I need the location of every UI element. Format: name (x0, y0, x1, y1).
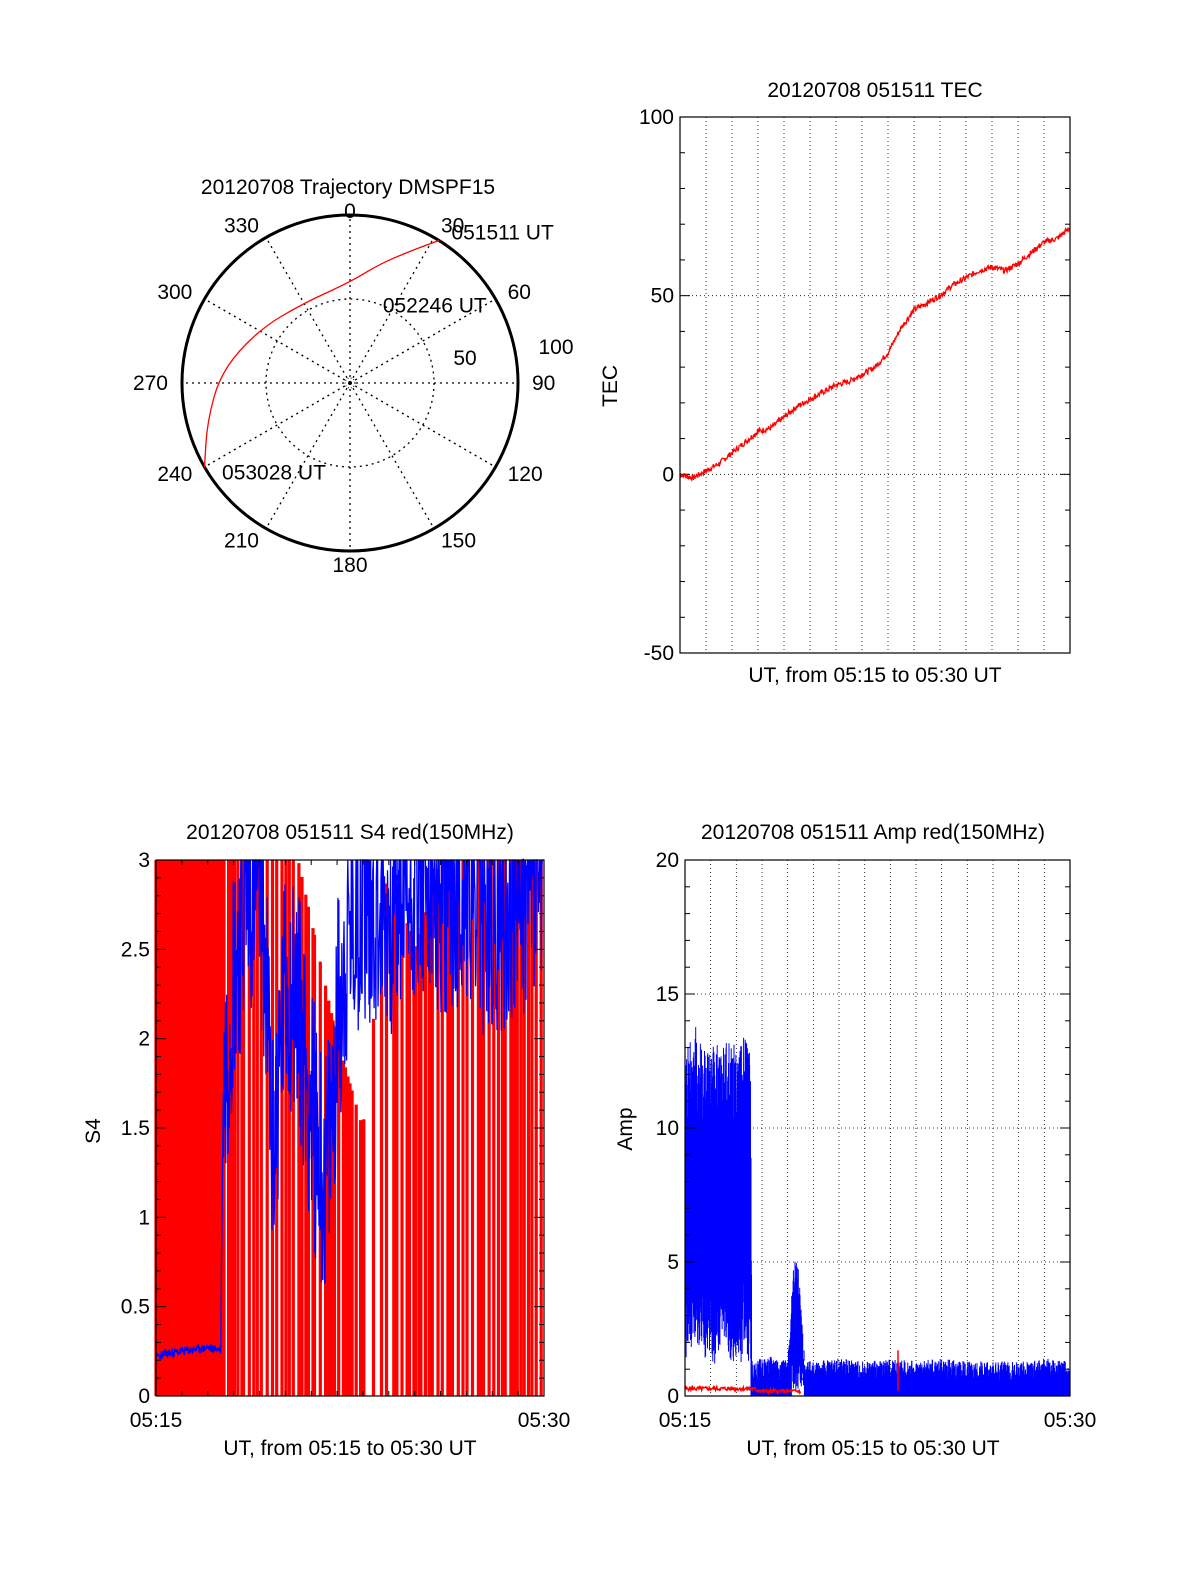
s4-ytick-label: 2.5 (121, 938, 150, 961)
tec-grid (680, 117, 1070, 653)
amp-axes-frame (684, 859, 1071, 1397)
polar-angle-label: 330 (224, 214, 259, 237)
s4-xtick-end: 05:30 (518, 1409, 571, 1432)
polar-angle-labels: 0 30 60 90 120 150 180 210 240 270 300 330 (133, 200, 555, 577)
polar-grid (182, 215, 518, 551)
tec-xlabel: UT, from 05:15 to 05:30 UT (748, 664, 1001, 687)
polar-title: 20120708 Trajectory DMSPF15 (201, 176, 495, 199)
s4-ytick-label: 0.5 (121, 1296, 150, 1319)
polar-spoke (265, 237, 351, 384)
polar-angle-label: 0 (344, 200, 356, 223)
tec-chart: 20120708 051511 TEC 100 50 0 -50 UT, from 0… (599, 79, 1071, 687)
s4-ytick-label: 1.5 (121, 1117, 150, 1140)
polar-angle-label: 90 (532, 372, 555, 395)
amp-ytick-label: 5 (667, 1251, 679, 1274)
amp-xtick-end: 05:30 (1044, 1409, 1097, 1432)
trajectory-time-label: 052246 UT (383, 295, 487, 318)
trajectory-time-label: 051511 UT (451, 222, 554, 245)
polar-angle-label: 180 (332, 554, 367, 577)
polar-angle-label: 150 (441, 530, 476, 553)
amp-ytick-label: 0 (667, 1385, 679, 1408)
amp-ytick-label: 15 (656, 983, 679, 1006)
amp-chart: 20120708 051511 Amp red(150MHz) 0 5 10 15 20… (614, 821, 1096, 1460)
polar-angle-label: 210 (224, 530, 259, 553)
amp-ylabel: Amp (614, 1107, 637, 1150)
s4-ylabel: S4 (82, 1118, 105, 1144)
s4-ytick-label: 0 (138, 1385, 150, 1408)
polar-angle-label: 300 (157, 281, 192, 304)
polar-center (344, 377, 356, 389)
polar-radial-labels: 50 100 (453, 336, 573, 370)
amp-xtick-start: 05:15 (659, 1409, 712, 1432)
trajectory-annotations: 051511 UT 052246 UT 053028 UT (222, 222, 554, 485)
amp-red-series (684, 1350, 899, 1397)
tec-axes-frame (679, 116, 1071, 654)
polar-angle-label: 60 (508, 281, 531, 304)
polar-spoke (349, 298, 496, 384)
polar-spoke (204, 382, 351, 468)
tec-ytick-label: 100 (639, 106, 674, 129)
polar-radial-label: 50 (453, 347, 476, 370)
amp-blue-series (684, 1027, 1071, 1396)
polar-radial-label: 100 (538, 336, 573, 359)
polar-angle-label: 30 (441, 214, 464, 237)
amp-ytick-label: 10 (656, 1117, 679, 1140)
s4-axes-frame (155, 859, 545, 1397)
amp-xlabel: UT, from 05:15 to 05:30 UT (746, 1437, 999, 1460)
trajectory-polar-plot: 20120708 Trajectory DMSPF15 0 30 60 90 120 15… (133, 176, 574, 577)
polar-spoke (349, 382, 435, 529)
polar-spoke (265, 382, 351, 529)
polar-spoke (204, 298, 351, 384)
tec-ytick-label: -50 (644, 642, 674, 665)
polar-spoke (349, 382, 496, 468)
tec-ytick-label: 50 (651, 285, 674, 308)
amp-ytick-label: 20 (656, 849, 679, 872)
tec-ylabel: TEC (599, 365, 622, 407)
s4-xtick-start: 05:15 (130, 1409, 183, 1432)
tec-title: 20120708 051511 TEC (767, 79, 982, 102)
trajectory-track (203, 239, 440, 468)
polar-angle-label: 120 (508, 463, 543, 486)
polar-outer-circle (180, 213, 520, 553)
trajectory-time-label: 053028 UT (222, 462, 326, 485)
tec-series-line (679, 226, 1071, 482)
amp-y-ticks: 0 5 10 15 20 (656, 849, 1070, 1408)
tec-ytick-label: 0 (662, 463, 674, 486)
s4-chart: 20120708 051511 S4 red(150MHz) 0 0.5 1 1.5 2… (82, 821, 570, 1460)
s4-title: 20120708 051511 S4 red(150MHz) (186, 821, 514, 844)
tec-y-ticks: 100 50 0 -50 (639, 106, 1070, 665)
amp-title: 20120708 051511 Amp red(150MHz) (701, 821, 1045, 844)
s4-ytick-label: 2 (138, 1028, 150, 1051)
s4-xlabel: UT, from 05:15 to 05:30 UT (223, 1437, 476, 1460)
polar-angle-label: 240 (157, 463, 192, 486)
s4-ytick-label: 3 (138, 849, 150, 872)
polar-spoke (349, 237, 435, 384)
polar-angle-label: 270 (133, 372, 168, 395)
s4-ytick-label: 1 (138, 1206, 150, 1229)
